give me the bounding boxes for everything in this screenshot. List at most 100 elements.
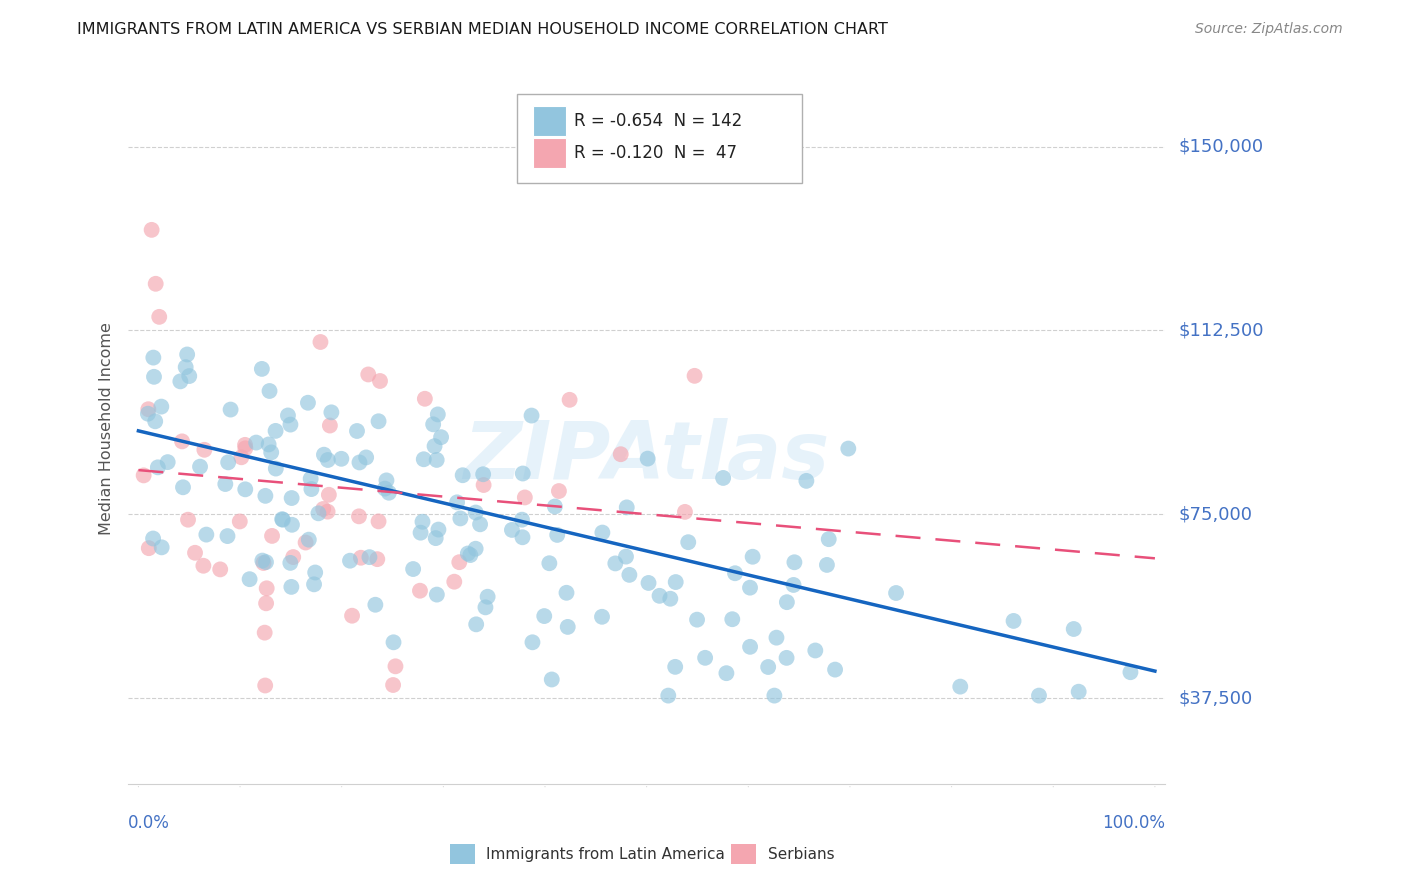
Point bbox=[367, 414, 389, 428]
Point bbox=[557, 620, 579, 634]
Point bbox=[179, 369, 201, 384]
Point bbox=[278, 556, 301, 570]
Point bbox=[312, 448, 335, 462]
Point bbox=[172, 480, 194, 494]
Point bbox=[460, 548, 482, 562]
Point bbox=[156, 455, 179, 469]
Point bbox=[141, 223, 163, 237]
Point bbox=[413, 392, 436, 406]
Point bbox=[347, 509, 370, 524]
Text: $112,500: $112,500 bbox=[1180, 321, 1264, 339]
Point bbox=[425, 531, 447, 545]
Point bbox=[252, 553, 274, 567]
Point bbox=[184, 546, 207, 560]
Point bbox=[349, 455, 371, 469]
Point bbox=[142, 532, 165, 546]
Point bbox=[318, 488, 340, 502]
Point bbox=[260, 445, 283, 459]
Point bbox=[609, 447, 631, 461]
Point bbox=[665, 575, 688, 590]
Point bbox=[193, 442, 215, 457]
Point bbox=[411, 515, 433, 529]
Point bbox=[738, 581, 761, 595]
Point bbox=[150, 400, 173, 414]
Point bbox=[449, 511, 471, 525]
Text: $75,000: $75,000 bbox=[1180, 505, 1253, 524]
Point bbox=[143, 369, 166, 384]
Point bbox=[256, 582, 278, 596]
Point bbox=[367, 514, 389, 528]
Point bbox=[510, 513, 533, 527]
Point bbox=[538, 556, 561, 570]
Point bbox=[540, 673, 562, 687]
Point bbox=[544, 500, 567, 514]
Point bbox=[815, 558, 838, 572]
Point bbox=[146, 460, 169, 475]
Point bbox=[430, 430, 453, 444]
FancyBboxPatch shape bbox=[517, 95, 803, 183]
Point bbox=[683, 368, 706, 383]
Point bbox=[782, 578, 804, 592]
Point bbox=[264, 461, 287, 475]
Point bbox=[375, 474, 398, 488]
Point bbox=[309, 334, 332, 349]
Point bbox=[176, 347, 198, 361]
Point bbox=[477, 590, 499, 604]
Point bbox=[464, 506, 486, 520]
Point bbox=[443, 574, 465, 589]
Point bbox=[302, 577, 325, 591]
Point bbox=[409, 583, 432, 598]
Point bbox=[339, 554, 361, 568]
Point bbox=[307, 506, 329, 520]
Point bbox=[264, 424, 287, 438]
Point bbox=[195, 527, 218, 541]
Point bbox=[364, 598, 387, 612]
Point bbox=[824, 663, 846, 677]
Point bbox=[366, 552, 388, 566]
Point bbox=[150, 541, 173, 555]
Point bbox=[738, 640, 761, 654]
Point bbox=[235, 442, 257, 456]
Point bbox=[783, 555, 806, 569]
Point bbox=[252, 556, 274, 570]
Point bbox=[546, 528, 568, 542]
Text: $150,000: $150,000 bbox=[1180, 137, 1264, 155]
Point bbox=[350, 550, 373, 565]
Point bbox=[520, 409, 543, 423]
Point bbox=[1028, 689, 1050, 703]
Point bbox=[711, 471, 734, 485]
Text: Serbians: Serbians bbox=[768, 847, 834, 862]
Point bbox=[741, 549, 763, 564]
Point bbox=[321, 405, 343, 419]
Point bbox=[1119, 665, 1142, 680]
Point bbox=[172, 434, 194, 449]
Point bbox=[765, 631, 787, 645]
Point bbox=[254, 596, 277, 610]
Point bbox=[695, 650, 717, 665]
Y-axis label: Median Household Income: Median Household Income bbox=[100, 322, 114, 535]
Point bbox=[254, 678, 277, 692]
Point bbox=[281, 517, 304, 532]
Point bbox=[177, 513, 200, 527]
Text: R = -0.120  N =  47: R = -0.120 N = 47 bbox=[574, 145, 737, 162]
Point bbox=[136, 407, 159, 421]
Point bbox=[468, 517, 491, 532]
Point bbox=[591, 609, 613, 624]
Point bbox=[837, 442, 859, 456]
Point bbox=[297, 396, 319, 410]
Point bbox=[775, 651, 797, 665]
Point bbox=[558, 392, 581, 407]
Point bbox=[637, 576, 659, 591]
Point bbox=[271, 513, 294, 527]
Point bbox=[426, 588, 449, 602]
Point bbox=[233, 483, 256, 497]
Point bbox=[382, 635, 405, 649]
Point bbox=[513, 491, 536, 505]
Point bbox=[233, 438, 256, 452]
Point bbox=[659, 591, 682, 606]
Point bbox=[474, 600, 496, 615]
Point bbox=[138, 541, 160, 556]
Point bbox=[280, 417, 302, 432]
Point bbox=[357, 368, 380, 382]
Point bbox=[449, 555, 471, 569]
